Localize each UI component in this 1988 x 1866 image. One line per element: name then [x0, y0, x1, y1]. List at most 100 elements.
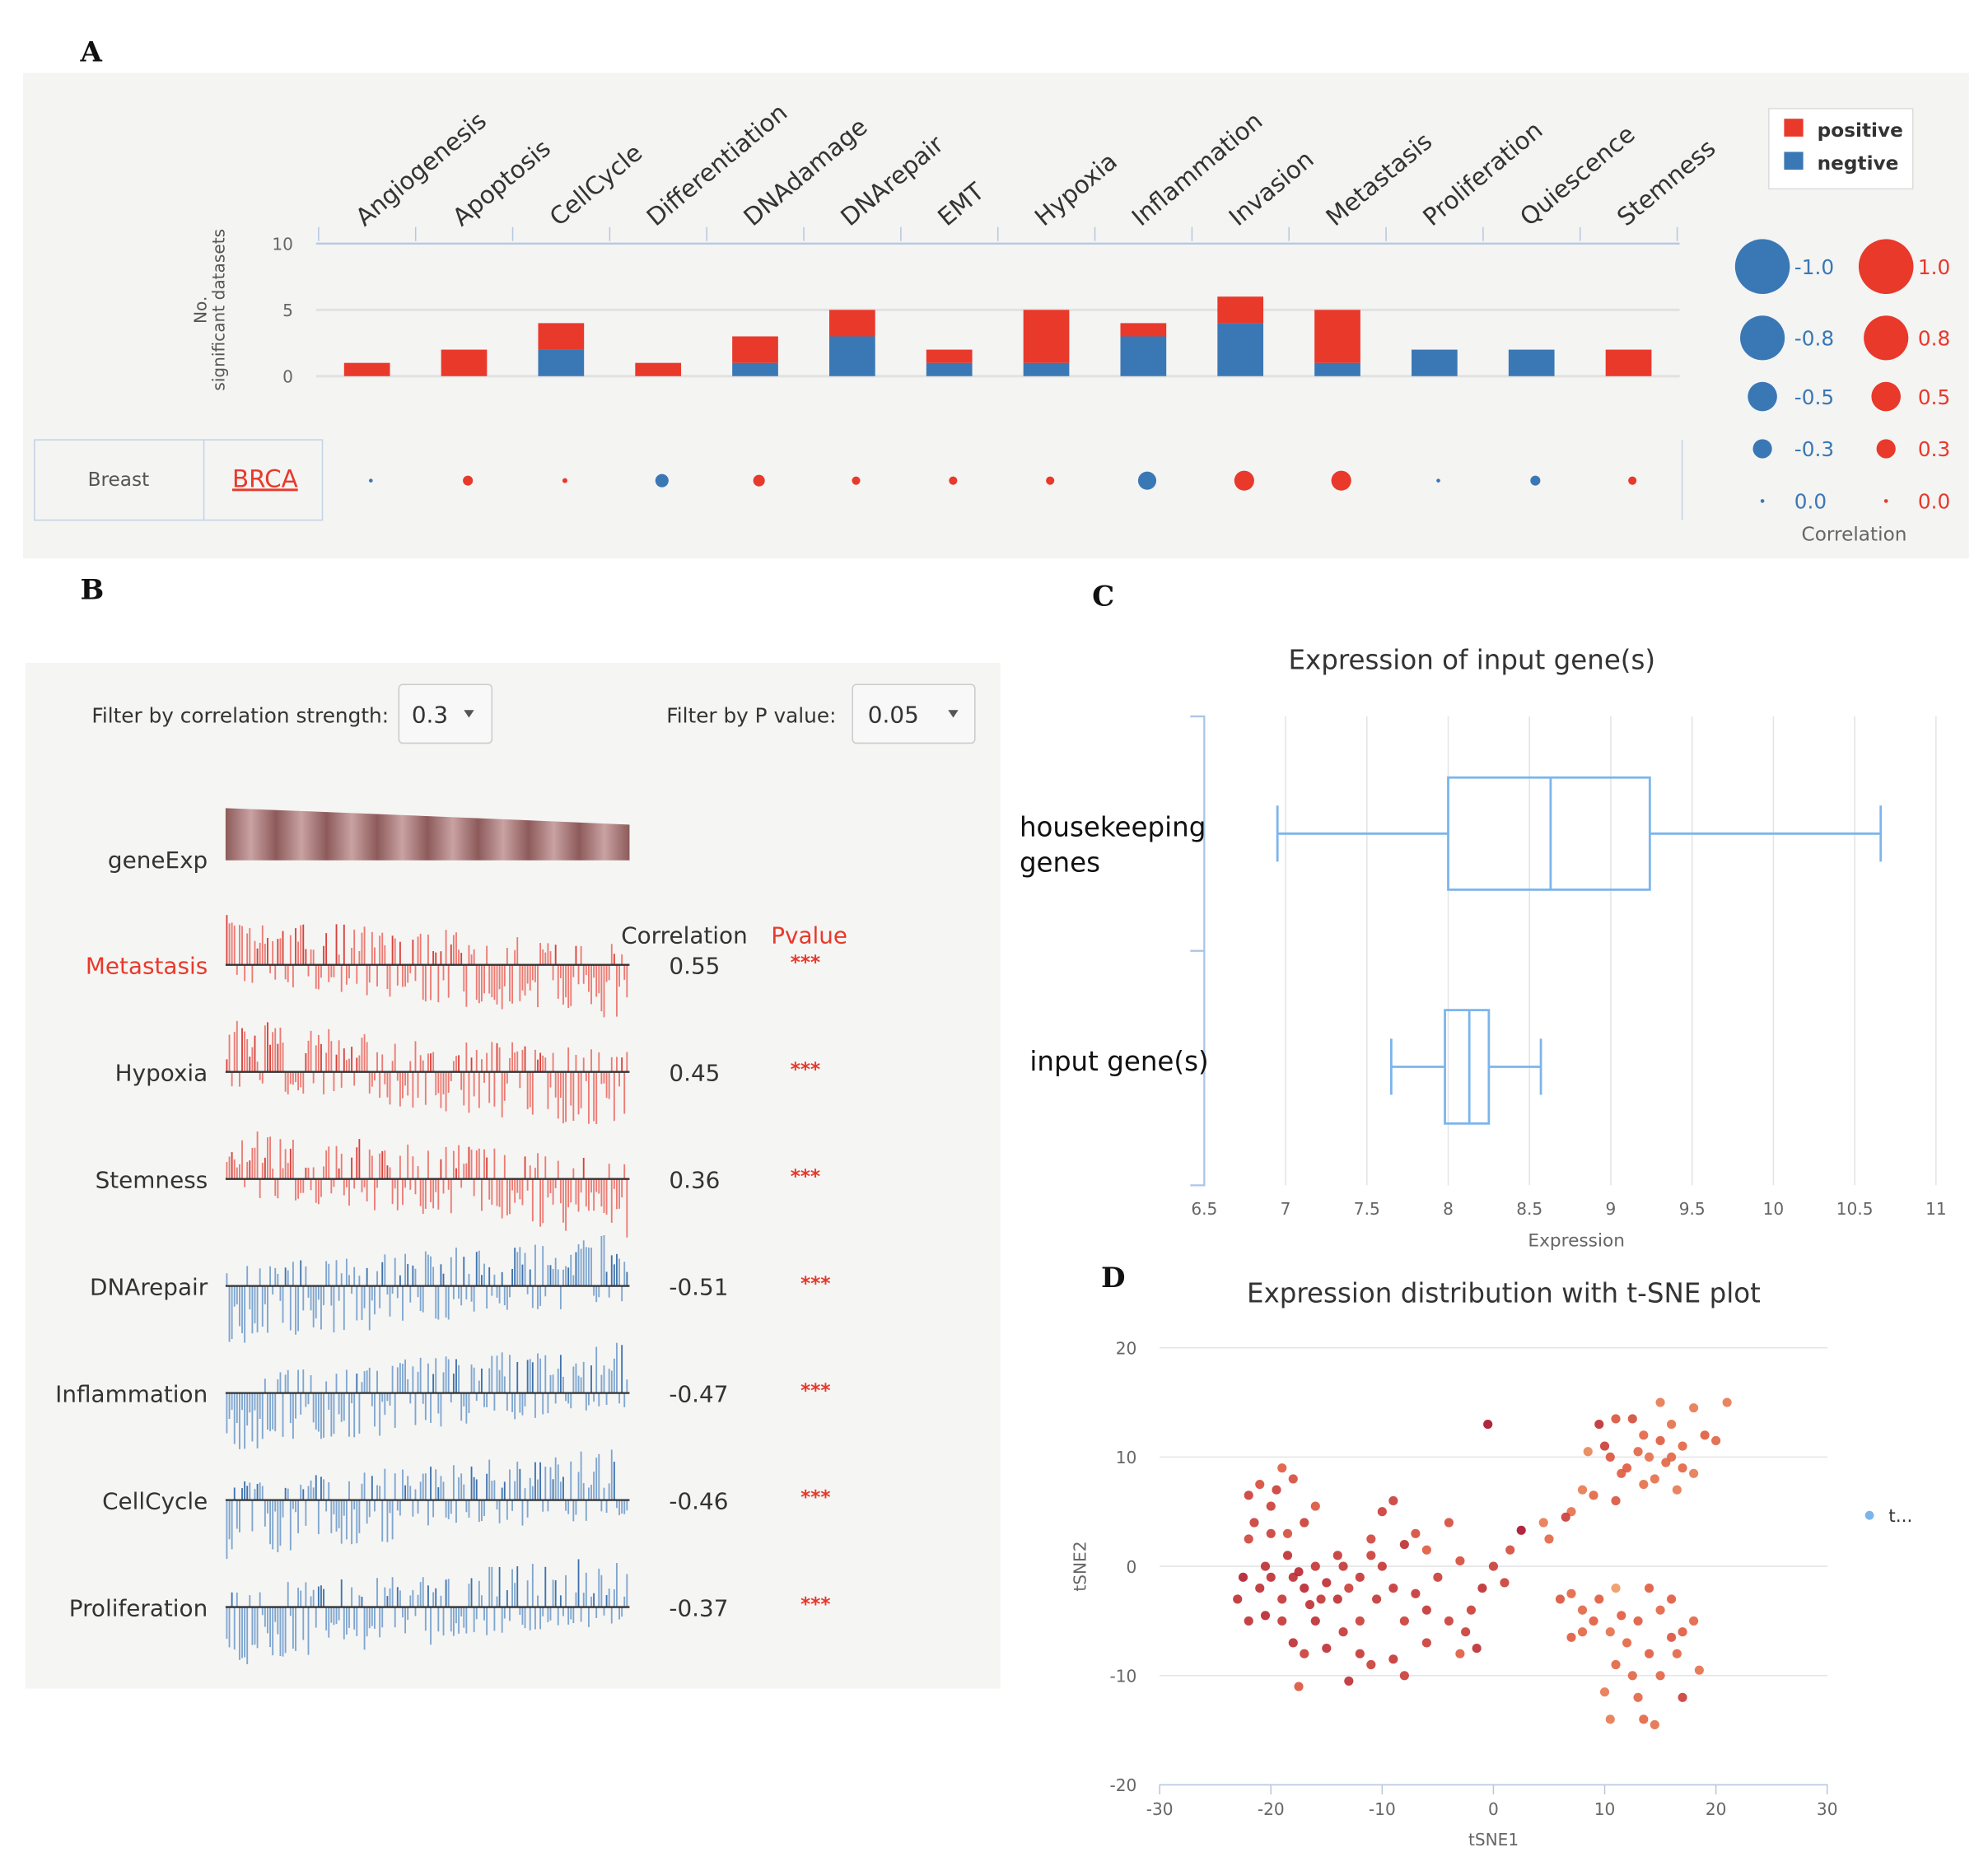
scatter-point [1633, 1447, 1643, 1457]
y-tick-label: -20 [1109, 1775, 1136, 1795]
scatter-point [1372, 1594, 1382, 1604]
p-value-stars: *** [791, 951, 820, 973]
scatter-point [1266, 1501, 1276, 1511]
filter-label: Filter by P value: [666, 704, 836, 728]
bar-positive [635, 362, 682, 376]
scatter-point [1488, 1561, 1499, 1571]
scatter-point [1611, 1659, 1621, 1670]
scatter-point [1655, 1671, 1665, 1681]
size-legend-title: Correlation [1802, 523, 1907, 545]
legend-label: t... [1888, 1506, 1912, 1527]
size-legend-label: -0.8 [1794, 327, 1834, 351]
scatter-point [1244, 1534, 1253, 1544]
size-legend-positive [1883, 499, 1888, 503]
y-tick-label: 5 [282, 301, 293, 320]
scatter-point [1694, 1665, 1704, 1675]
pathway-row: Proliferation -0.37 *** [69, 1559, 831, 1664]
y-tick-label: 20 [1116, 1338, 1137, 1358]
scatter-point [1611, 1495, 1621, 1506]
panel-a-background [22, 72, 1969, 559]
scatter-point [1461, 1627, 1471, 1637]
correlation-strength-select[interactable]: 0.3 [398, 683, 493, 744]
scatter-point [1282, 1551, 1293, 1560]
y-axis-label: No.significant datasets [191, 229, 229, 391]
scatter-point [1639, 1430, 1649, 1440]
scatter-point [1282, 1528, 1293, 1538]
pathway-label: DNArepair [90, 1273, 208, 1300]
scatter-point [1605, 1452, 1615, 1462]
scatter-point [1667, 1420, 1677, 1430]
scatter-point [1583, 1447, 1593, 1457]
legend-swatch-negative [1784, 152, 1804, 170]
scatter-point [1577, 1627, 1588, 1637]
scatter-point [1366, 1534, 1376, 1544]
scatter-point [1338, 1627, 1348, 1637]
scatter-point [1344, 1676, 1354, 1686]
size-legend-negative [1740, 315, 1785, 361]
scatter-point [1672, 1485, 1682, 1495]
scatter-point [1421, 1605, 1431, 1615]
scatter-point [1472, 1644, 1482, 1654]
y-axis [1190, 715, 1206, 1187]
size-legend-label: 0.0 [1794, 490, 1827, 514]
y-tick-label: 10 [1116, 1448, 1137, 1467]
column-header: Correlation [621, 921, 748, 949]
p-value-stars: *** [791, 1165, 820, 1187]
scatter-point [1255, 1479, 1265, 1490]
x-axis-label: Expression [1528, 1231, 1625, 1252]
scatter-point [1667, 1452, 1677, 1462]
p-value-stars: *** [800, 1379, 830, 1402]
scatter-point [1338, 1561, 1348, 1571]
correlation-value: -0.37 [669, 1594, 728, 1621]
scatter-point [1477, 1584, 1487, 1593]
scatter-point [1310, 1561, 1320, 1571]
pathway-label: CellCycle [102, 1487, 208, 1514]
scatter-point [1332, 1594, 1342, 1604]
p-value-stars: *** [800, 1486, 830, 1509]
correlation-dot [1436, 478, 1440, 483]
scatter-point [1322, 1644, 1332, 1654]
correlation-value: -0.51 [669, 1273, 728, 1300]
scatter-point [1249, 1518, 1259, 1528]
scatter-point [1355, 1616, 1365, 1626]
scatter-point [1627, 1414, 1637, 1424]
scatter-point [1711, 1435, 1721, 1446]
pathway-row: CellCycle -0.46 *** [102, 1449, 831, 1560]
scatter-point [1566, 1632, 1576, 1642]
x-tick-label: 6.5 [1191, 1199, 1217, 1219]
scatter-point [1538, 1518, 1548, 1528]
correlation-value: 0.36 [669, 1166, 720, 1193]
bar-negative [1217, 323, 1264, 376]
correlation-dot [1628, 476, 1637, 485]
x-tick-label: 8 [1443, 1199, 1454, 1219]
bar-positive [1023, 310, 1070, 363]
cancer-link[interactable]: BRCA [232, 464, 298, 492]
x-tick-label: 20 [1706, 1799, 1727, 1819]
p-value-select[interactable]: 0.05 [852, 683, 976, 744]
scatter-point [1433, 1572, 1443, 1582]
bar-negative [1023, 362, 1070, 376]
scatter-point [1483, 1420, 1493, 1430]
scatter-point [1266, 1572, 1276, 1582]
scatter-point [1599, 1687, 1610, 1697]
p-value-stars: *** [791, 1058, 820, 1080]
correlation-dot [1234, 470, 1254, 491]
size-legend-label: 1.0 [1918, 255, 1950, 279]
scatter-point [1304, 1599, 1315, 1610]
scatter-point [1266, 1528, 1276, 1538]
x-tick-label: 11 [1925, 1199, 1947, 1219]
scatter-legend-item[interactable]: t... [1864, 1506, 1913, 1527]
scatter-point [1277, 1594, 1287, 1604]
x-axis-label: tSNE1 [1468, 1830, 1519, 1850]
scatter-point [1655, 1605, 1665, 1615]
scatter-point [1421, 1545, 1431, 1555]
scatter-point [1300, 1584, 1309, 1593]
correlation-value: -0.47 [669, 1380, 728, 1407]
correlation-dot [368, 478, 373, 483]
bar-positive [1314, 310, 1360, 363]
reference-label: geneExp [108, 847, 208, 874]
panel-d-scatter: Expression distribution with t-SNE plot 2… [1070, 1278, 1912, 1850]
pathway-label: Proliferation [69, 1594, 208, 1621]
correlation-dot [852, 476, 861, 485]
bar-negative [732, 362, 778, 376]
